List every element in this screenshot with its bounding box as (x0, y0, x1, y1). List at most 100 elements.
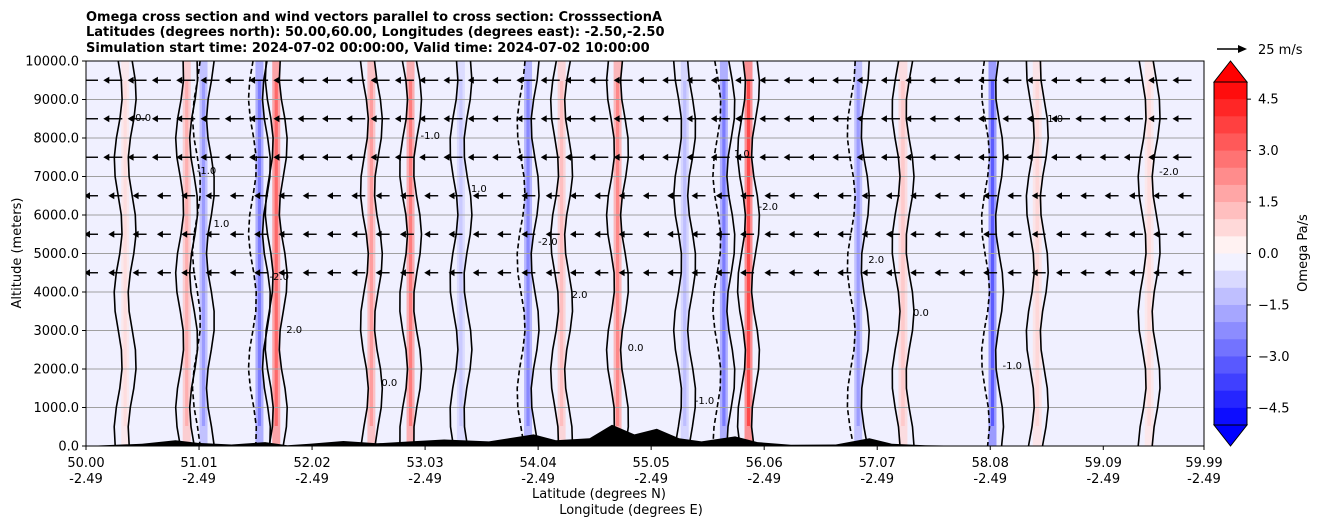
wind-vector-head (322, 76, 328, 84)
contour-line (846, 61, 857, 446)
contour-line (191, 61, 201, 446)
wind-vector-head (565, 115, 571, 123)
wind-vector-head (346, 115, 353, 123)
wind-vector-head (273, 153, 280, 161)
contour-label: -2.0 (1159, 167, 1179, 178)
colorbar-segment (1214, 339, 1247, 357)
wind-vector-head (181, 230, 188, 238)
wind-vector-head (516, 115, 523, 123)
wind-vector-head (637, 153, 644, 161)
wind-vector-head (958, 269, 965, 277)
colorbar-segment (1214, 407, 1247, 426)
wind-vector-head (837, 269, 844, 277)
contour-line (750, 61, 761, 446)
wind-vector-head (618, 192, 625, 200)
wind-vector-head (856, 76, 863, 84)
wind-vector-head (1031, 269, 1038, 277)
wind-vector-head (419, 76, 426, 84)
wind-vector-head (322, 153, 328, 161)
colorbar-segment (1214, 150, 1247, 169)
y-tick-label: 4000.0 (34, 286, 80, 301)
wind-vector-head (910, 230, 917, 238)
wind-vector-head (983, 192, 990, 200)
wind-vector-head (905, 115, 912, 123)
y-tick-label: 8000.0 (34, 132, 80, 147)
chart-title-line-1: Omega cross section and wind vectors par… (86, 10, 662, 25)
wind-vector-head (759, 115, 766, 123)
wind-vector-head (1104, 192, 1111, 200)
wind-vector-head (1104, 269, 1111, 277)
wind-vector-head (1123, 115, 1130, 123)
wind-vector-head (1099, 115, 1106, 123)
wind-vector-head (1128, 269, 1135, 277)
wind-vector-head (861, 192, 868, 200)
contour-label: -2.0 (269, 272, 289, 283)
contour-label: -1.0 (421, 131, 441, 142)
wind-vector-head (1177, 269, 1184, 277)
wind-vector-head (472, 269, 479, 277)
y-axis: 0.0 1000.0 2000.0 3000.0 4000.0 5000.0 6000.0 7… (25, 55, 86, 455)
wind-vector-head (297, 76, 304, 84)
contour-line (264, 61, 275, 446)
wind-vector-head (735, 153, 742, 161)
wind-vector-head (419, 115, 426, 123)
colorbar-label: Omega Pa/s (1296, 214, 1311, 292)
contour-line (113, 61, 123, 446)
x-tick-label-lon: -2.49 (747, 472, 781, 487)
wind-vector-head (983, 269, 990, 277)
contour-line (726, 61, 736, 446)
x-tick-label-lat: 57.07 (859, 456, 896, 471)
wind-vector-head (613, 76, 620, 84)
wind-vector-head (570, 269, 576, 277)
wind-vector-head (127, 153, 134, 161)
x-tick-label-lat: 58.08 (972, 456, 1009, 471)
wind-vector-head (224, 115, 231, 123)
contour-line (1137, 61, 1147, 446)
wind-vector-head (497, 192, 504, 200)
wind-vector-head (132, 269, 139, 277)
contour-line (712, 61, 722, 446)
wind-vector-head (249, 76, 256, 84)
wind-vector-head (613, 115, 620, 123)
x-tick-label-lon: -2.49 (634, 472, 668, 487)
wind-vector-head (710, 115, 717, 123)
colorbar-tick-label: −1.5 (1258, 298, 1290, 313)
contour-label: -1.0 (1002, 361, 1022, 372)
wind-vector-head (1051, 115, 1057, 123)
wind-vector-head (861, 230, 868, 238)
wind-vector-head (229, 230, 236, 238)
contour-line (174, 61, 185, 446)
wind-vector-head (302, 269, 309, 277)
wind-vector-head (715, 230, 722, 238)
wind-vector-head (322, 115, 328, 123)
wind-vector-head (1177, 192, 1184, 200)
x-tick-label-lat: 50.00 (67, 456, 104, 471)
chart-title-line-3: Simulation start time: 2024-07-02 00:00:… (86, 41, 650, 56)
wind-vector-head (1051, 153, 1057, 161)
contour-label: 2.0 (572, 290, 588, 301)
wind-vector-head (103, 115, 110, 123)
wind-vector-head (934, 230, 941, 238)
wind-vector-head (905, 76, 912, 84)
wind-vector-head (978, 115, 985, 123)
wind-vector-head (832, 115, 839, 123)
colorbar-segment (1214, 356, 1247, 375)
contour-line (1025, 61, 1036, 446)
wind-vector-head (448, 269, 455, 277)
wind-vector-head (370, 115, 377, 123)
contour-line (1151, 61, 1161, 446)
wind-vector-head (545, 192, 552, 200)
contour-line (413, 61, 423, 446)
wind-vector-head (740, 192, 747, 200)
wind-vector-head (710, 76, 717, 84)
wind-vector-head (200, 76, 207, 84)
contour-line (905, 61, 915, 446)
wind-vector-head (837, 230, 844, 238)
wind-vector-head (156, 192, 163, 200)
contour-line (736, 61, 747, 446)
wind-vector-head (618, 269, 625, 277)
wind-vector-head (953, 115, 960, 123)
wind-vector-head (1148, 153, 1155, 161)
wind-vector-head (1031, 230, 1038, 238)
wind-vector-head (1128, 230, 1135, 238)
